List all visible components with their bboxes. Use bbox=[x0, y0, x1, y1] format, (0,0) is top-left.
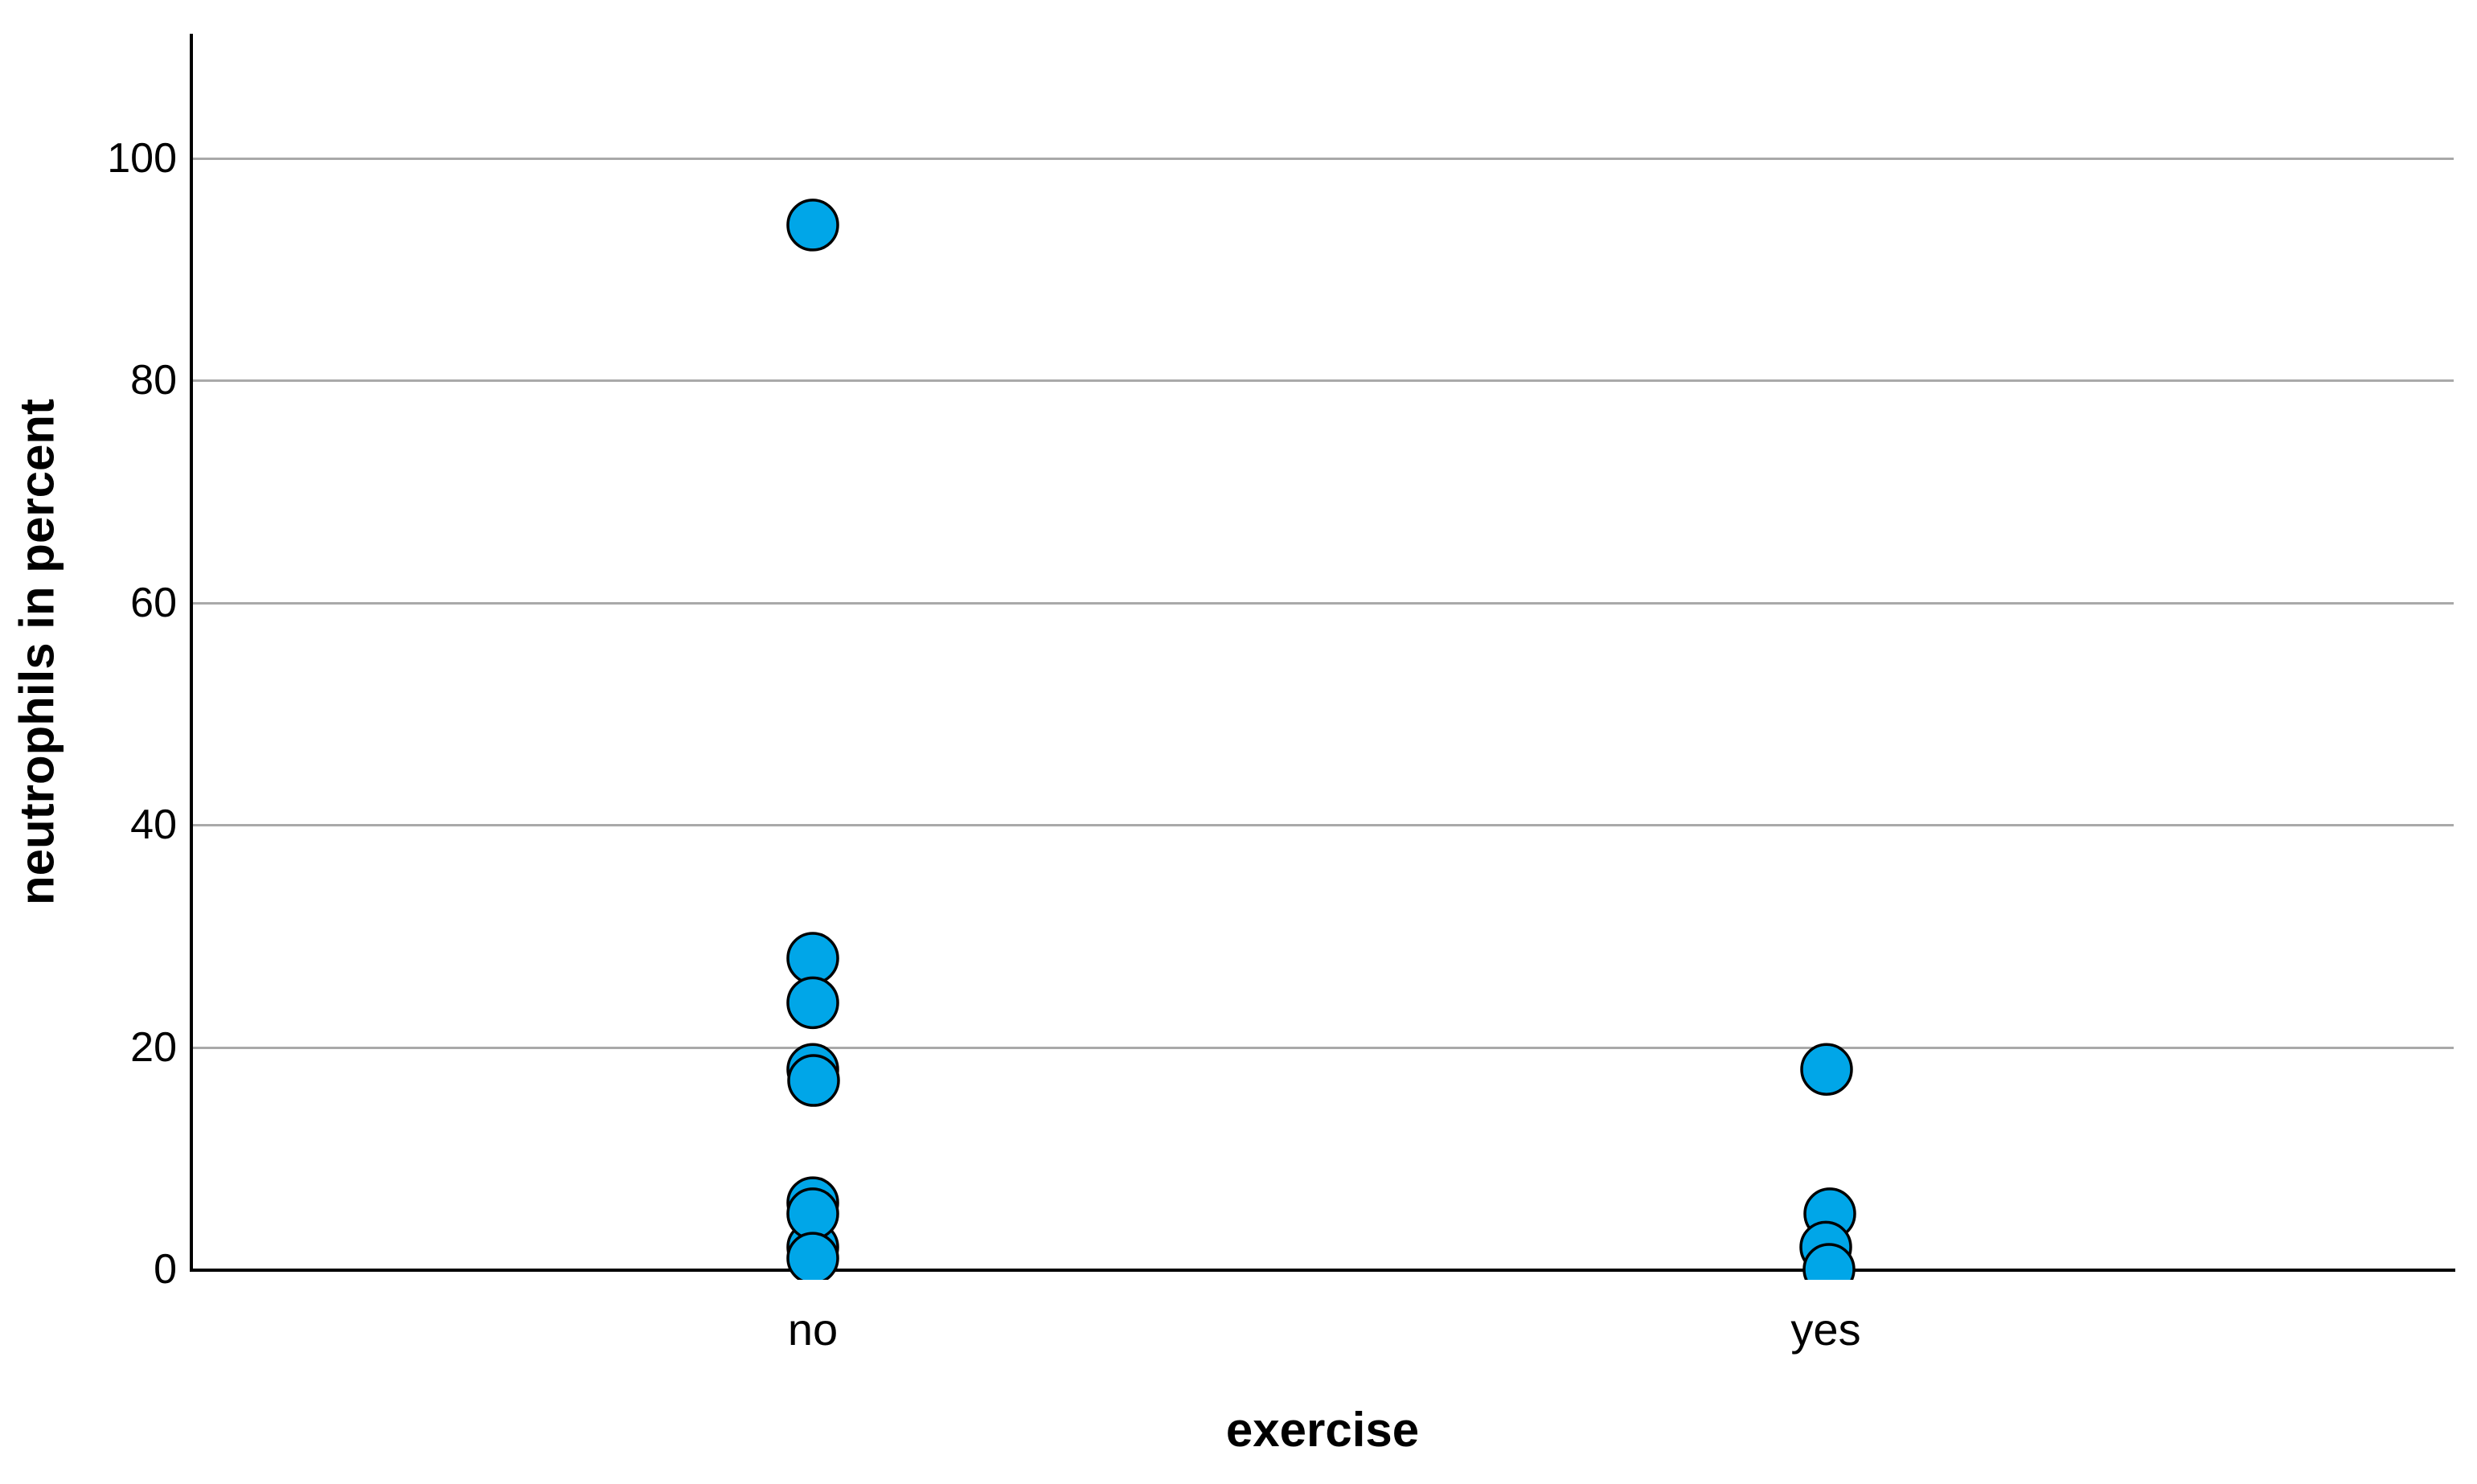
y-tick-label: 100 bbox=[107, 135, 177, 182]
x-tick-label-yes: yes bbox=[1790, 1304, 1861, 1355]
x-tick-label-no: no bbox=[787, 1304, 839, 1355]
y-axis-line bbox=[190, 34, 193, 1272]
data-point-no-1 bbox=[786, 1232, 839, 1280]
gridline bbox=[193, 601, 2454, 605]
gridline bbox=[193, 1046, 2454, 1049]
y-tick-label: 20 bbox=[130, 1023, 177, 1071]
y-tick-label: 40 bbox=[130, 801, 177, 849]
gridline bbox=[193, 379, 2454, 383]
data-points-layer bbox=[786, 199, 1856, 1280]
data-point-no-17 bbox=[787, 1054, 840, 1107]
gridline bbox=[193, 824, 2454, 827]
data-point-yes-0 bbox=[1802, 1243, 1856, 1280]
gridline bbox=[193, 158, 2454, 160]
y-tick-label: 60 bbox=[130, 579, 177, 626]
data-point-no-5 bbox=[786, 1187, 839, 1240]
y-tick-label: 80 bbox=[130, 357, 177, 404]
x-axis-title: exercise bbox=[1225, 1403, 1420, 1457]
data-point-no-28 bbox=[786, 932, 839, 985]
x-axis-line bbox=[190, 1269, 2455, 1272]
data-point-no-24 bbox=[786, 976, 839, 1030]
data-point-yes-18 bbox=[1800, 1043, 1853, 1096]
y-tick-label: 0 bbox=[154, 1246, 177, 1293]
data-point-no-94 bbox=[786, 199, 839, 252]
